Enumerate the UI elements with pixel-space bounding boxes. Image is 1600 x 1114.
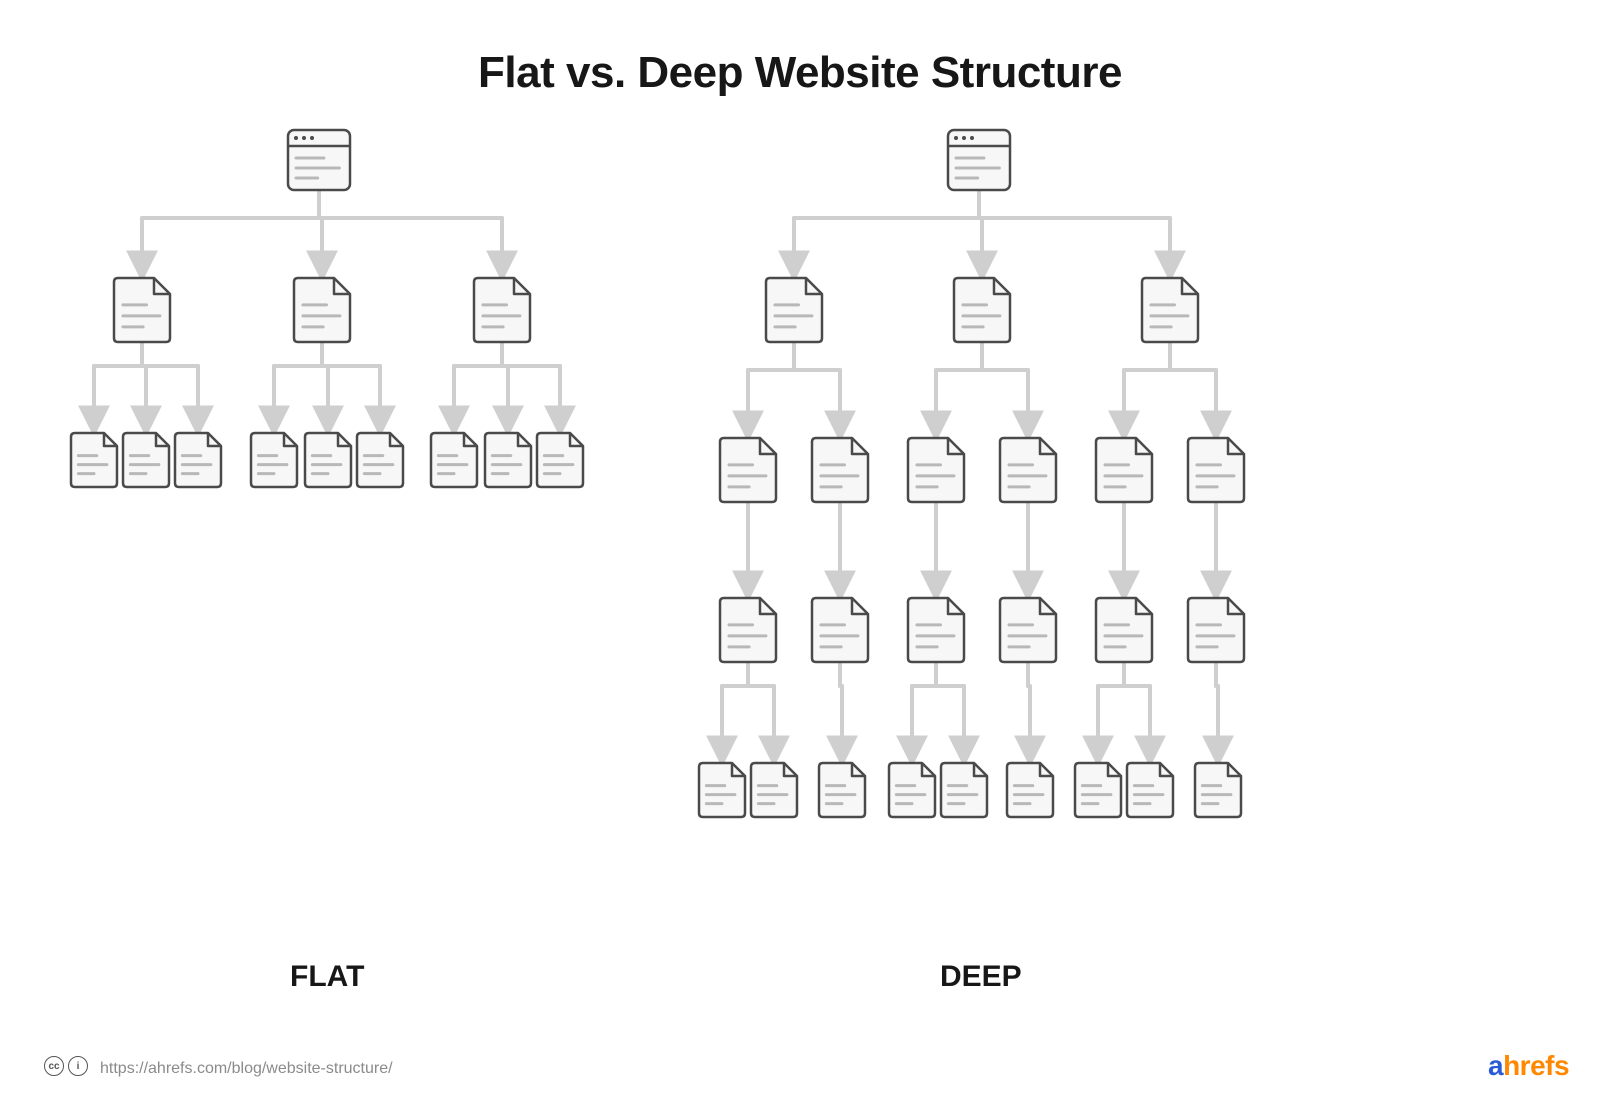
page-icon [751,763,797,817]
page-icon [485,433,531,487]
page-icon [1188,598,1244,662]
page-icon [908,438,964,502]
page-icon [1142,278,1198,342]
page-icon [71,433,117,487]
nodes [71,130,583,487]
page-icon [1007,763,1053,817]
browser-icon [948,130,1010,190]
page-icon [889,763,935,817]
page-icon [699,763,745,817]
page-icon [123,433,169,487]
flat-label: FLAT [290,960,364,994]
page-icon [1195,763,1241,817]
page-icon [1096,598,1152,662]
browser-icon [288,130,350,190]
page-icon [474,278,530,342]
flat-tree-diagram [40,130,660,550]
brand-rest: hrefs [1503,1050,1569,1081]
page-icon [1075,763,1121,817]
source-url: https://ahrefs.com/blog/website-structur… [100,1060,393,1078]
page-icon [954,278,1010,342]
page-icon [305,433,351,487]
page-icon [1127,763,1173,817]
page-icon [1188,438,1244,502]
page-icon [819,763,865,817]
page-icon [1000,598,1056,662]
page-icon [175,433,221,487]
infographic-canvas: Flat vs. Deep Website Structure FLAT DEE… [0,0,1600,1114]
page-icon [357,433,403,487]
page-icon [908,598,964,662]
cc-license-icon: cc i [44,1056,88,1076]
page-icon [431,433,477,487]
page-icon [812,598,868,662]
page-icon [251,433,297,487]
brand-logo: ahrefs [1488,1050,1569,1082]
page-icon [720,598,776,662]
page-icon [720,438,776,502]
page-icon [114,278,170,342]
page-icon [812,438,868,502]
nodes [699,130,1244,817]
brand-first-letter: a [1488,1050,1503,1081]
deep-tree-diagram [690,130,1330,930]
page-icon [294,278,350,342]
page-icon [1096,438,1152,502]
page-title: Flat vs. Deep Website Structure [0,48,1600,98]
page-icon [537,433,583,487]
deep-label: DEEP [940,960,1022,994]
page-icon [941,763,987,817]
page-icon [1000,438,1056,502]
page-icon [766,278,822,342]
